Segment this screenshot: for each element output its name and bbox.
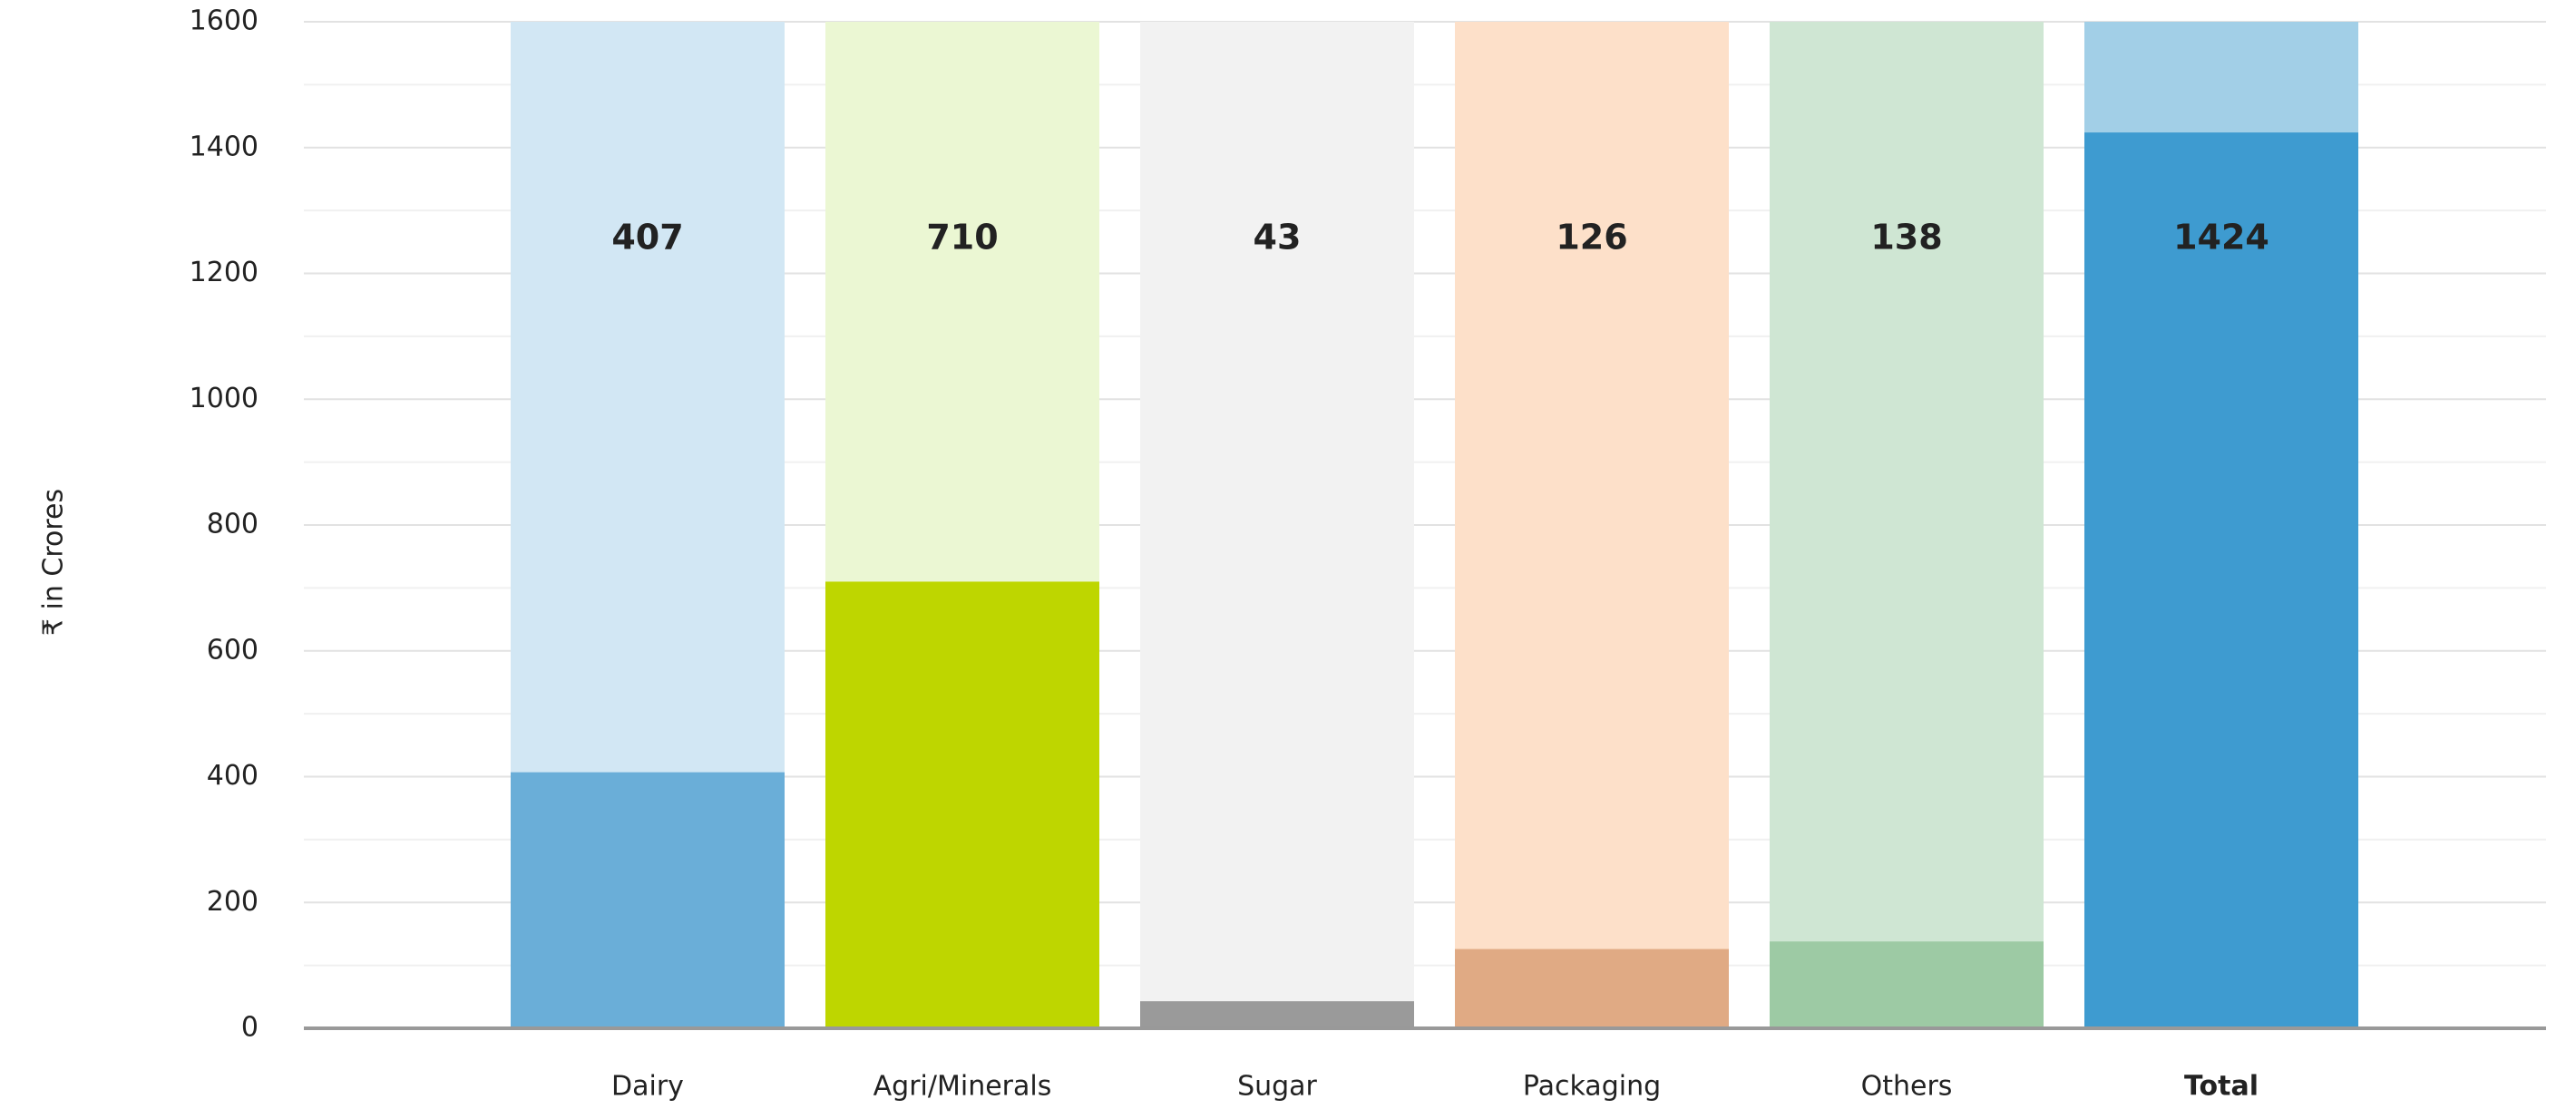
y-tick-label: 1600	[190, 5, 259, 37]
bar	[511, 773, 785, 1028]
y-tick-label: 600	[207, 634, 259, 666]
y-tick-label: 200	[207, 886, 259, 918]
data-label: 710	[926, 218, 998, 258]
bar-background	[1770, 22, 2044, 1028]
data-label: 126	[1556, 218, 1627, 258]
bar-background	[1455, 22, 1729, 1028]
bar	[1770, 941, 2044, 1028]
chart: ₹ in Crores 0 200 400 600 800 1000 1200 1400 160…	[0, 0, 2576, 1109]
data-label: 43	[1254, 218, 1302, 258]
y-tick-label: 1400	[190, 131, 259, 162]
y-tick-label: 1200	[190, 257, 259, 288]
y-tick-label: 400	[207, 760, 259, 792]
x-tick-label: Others	[1861, 1071, 1953, 1103]
y-axis-label: ₹ in Crores	[38, 489, 70, 636]
x-tick-label: Packaging	[1523, 1071, 1661, 1103]
x-tick-label: Agri/Minerals	[873, 1071, 1052, 1103]
data-label: 1424	[2173, 218, 2269, 258]
bar	[2084, 132, 2358, 1028]
data-label: 407	[611, 218, 683, 258]
bar	[1140, 1001, 1414, 1028]
y-tick-label: 0	[241, 1012, 259, 1044]
x-tick-label: Total	[2184, 1071, 2259, 1103]
data-label: 138	[1870, 218, 1942, 258]
bar	[825, 581, 1099, 1028]
x-tick-label: Dairy	[611, 1071, 684, 1103]
x-tick-label: Sugar	[1237, 1071, 1317, 1103]
y-tick-label: 800	[207, 509, 259, 540]
bar	[1455, 949, 1729, 1028]
y-tick-label: 1000	[190, 383, 259, 414]
bar-background	[1140, 22, 1414, 1028]
